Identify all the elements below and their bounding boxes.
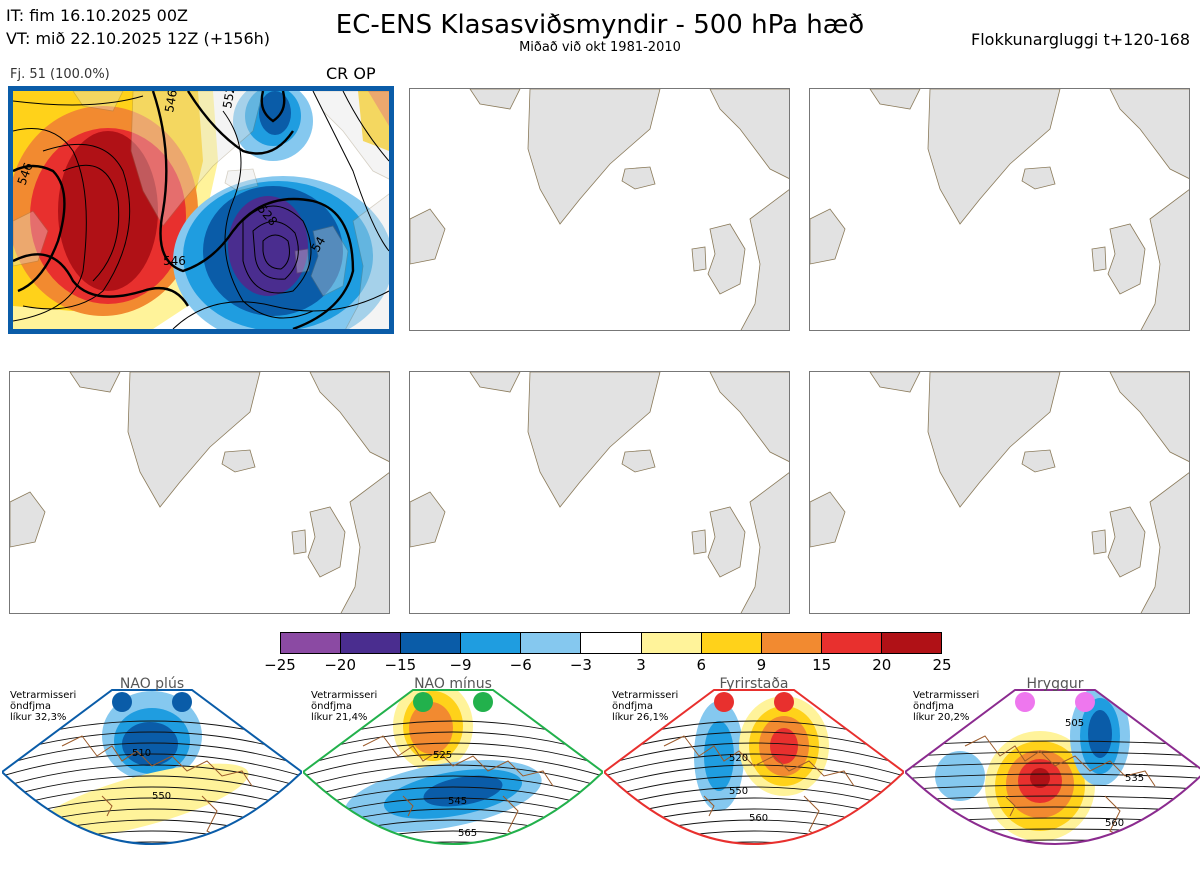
regime-note: Vetrarmisseri öndfjma líkur 26,1% xyxy=(612,690,678,723)
colorbar-segment xyxy=(821,633,882,653)
regime-dot xyxy=(172,692,192,712)
colorbar-tick-label: −9 xyxy=(449,656,472,674)
regime-contour-label: 565 xyxy=(458,828,477,839)
colorbar-segment xyxy=(881,633,942,653)
colorbar-segment xyxy=(521,633,582,653)
classification-window: Flokkunargluggi t+120-168 xyxy=(971,30,1190,49)
regime-note-line: líkur 20,2% xyxy=(913,712,970,723)
colorbar-tick-label: 9 xyxy=(756,656,767,674)
anomaly-map: 546 552 528 546 546 54 xyxy=(13,91,389,329)
regime-note-line: líkur 21,4% xyxy=(311,712,368,723)
map-outline xyxy=(410,372,789,613)
regime-dot xyxy=(473,692,493,712)
regime-note-line: Vetrarmisseri xyxy=(913,690,980,701)
regime-name: NAO mínus xyxy=(414,676,492,692)
colorbar-segment xyxy=(401,633,462,653)
colorbar-tick-label: −20 xyxy=(324,656,356,674)
regime-map: 510 550 xyxy=(0,689,304,845)
scenario-panel-5[interactable] xyxy=(409,371,790,614)
map-outline xyxy=(810,372,1189,613)
regime-border xyxy=(602,689,906,845)
colorbar-segment xyxy=(281,633,342,653)
scenario-panel-4[interactable] xyxy=(9,371,390,614)
map-outline xyxy=(810,89,1189,330)
regime-contour-label: 505 xyxy=(1065,718,1084,729)
regime-3[interactable]: 520 550 560 Fyrirstaða Vetrarmisseri öndfjma l… xyxy=(602,676,906,871)
colorbar-tick-label: −25 xyxy=(264,656,296,674)
regime-note: Vetrarmisseri öndfjma líkur 21,4% xyxy=(311,690,377,723)
valid-time: VT: mið 22.10.2025 12Z (+156h) xyxy=(6,29,271,48)
regime-name: NAO plús xyxy=(119,676,185,692)
scenario-panel-1[interactable]: 546 552 528 546 546 54 xyxy=(8,86,394,334)
regime-4[interactable]: 505 535 560 Hryggur Vetrarmisseri öndfjma líku… xyxy=(903,676,1200,871)
regime-2[interactable]: 525 545 565 NAO mínus Vetrarmisseri öndfjma lí… xyxy=(301,676,605,871)
cr-op-label: CR OP xyxy=(326,64,376,83)
regime-contour-label: 560 xyxy=(1105,818,1124,829)
regime-dot xyxy=(774,692,794,712)
regime-border xyxy=(0,689,304,845)
colorbar-tick-label: 6 xyxy=(696,656,707,674)
regime-note-line: Vetrarmisseri xyxy=(311,690,378,701)
regime-note-line: líkur 32,3% xyxy=(10,712,67,723)
colorbar-tick-label: −15 xyxy=(384,656,417,674)
regime-note-line: öndfjma xyxy=(311,701,352,712)
regime-note-line: Vetrarmisseri xyxy=(612,690,679,701)
regime-dot xyxy=(1015,692,1035,712)
regime-name: Fyrirstaða xyxy=(719,676,789,692)
regime-note: Vetrarmisseri öndfjma líkur 20,2% xyxy=(913,690,979,723)
page-title: EC-ENS Klasasviðsmyndir - 500 hPa hæð xyxy=(335,10,865,40)
scenario-panel-3[interactable] xyxy=(809,88,1190,331)
colorbar-tick-label: −6 xyxy=(509,656,532,674)
regime-map: 520 550 560 xyxy=(602,689,906,845)
contour-label: 546 xyxy=(163,254,186,268)
regime-contour-label: 550 xyxy=(729,786,748,797)
regime-contour-label: 520 xyxy=(729,753,748,764)
colorbar-tick-label: −3 xyxy=(569,656,592,674)
colorbar-ticks: −25 −20 −15 −9 −6 −3 3 6 9 15 20 25 xyxy=(260,656,962,676)
regime-dot xyxy=(112,692,132,712)
regime-contour-label: 525 xyxy=(433,750,452,761)
regime-dot xyxy=(714,692,734,712)
regime-map: 505 535 560 xyxy=(903,689,1200,845)
regime-note-line: öndfjma xyxy=(10,701,51,712)
colorbar-segment xyxy=(461,633,522,653)
regime-note-line: öndfjma xyxy=(612,701,653,712)
regime-contour-label: 560 xyxy=(749,813,768,824)
page-subtitle: Miðað við okt 1981-2010 xyxy=(519,40,681,55)
colorbar-segment xyxy=(701,633,762,653)
regime-dot xyxy=(413,692,433,712)
colorbar-segment xyxy=(581,633,642,653)
regime-note-line: öndfjma xyxy=(913,701,954,712)
colorbar-tick-label: 15 xyxy=(812,656,832,674)
regime-contour-label: 550 xyxy=(152,791,171,802)
scenario-panel-2[interactable] xyxy=(409,88,790,331)
regime-border xyxy=(903,689,1200,845)
regime-contour-label: 545 xyxy=(448,796,467,807)
issue-time: IT: fim 16.10.2025 00Z xyxy=(6,6,188,25)
regime-note: Vetrarmisseri öndfjma líkur 32,3% xyxy=(10,690,76,723)
regime-contour-label: 535 xyxy=(1125,773,1144,784)
regime-dot xyxy=(1075,692,1095,712)
regime-map: 525 545 565 xyxy=(301,689,605,845)
contour-label: 552 xyxy=(220,91,238,110)
regime-border xyxy=(301,689,605,845)
colorbar-segment xyxy=(641,633,702,653)
contour-label: 546 xyxy=(162,91,180,114)
colorbar-segment xyxy=(341,633,402,653)
colorbar xyxy=(280,632,942,654)
regime-name: Hryggur xyxy=(1026,676,1084,692)
map-outline xyxy=(10,372,389,613)
member-count: Fj. 51 (100.0%) xyxy=(10,67,110,82)
regime-contour-label: 510 xyxy=(132,748,151,759)
contour-label: 54 xyxy=(308,234,328,254)
regime-1[interactable]: 510 550 NAO plús Vetrarmisseri öndfjma líkur … xyxy=(0,676,304,871)
scenario-panel-6[interactable] xyxy=(809,371,1190,614)
regime-note-line: Vetrarmisseri xyxy=(10,690,77,701)
colorbar-tick-label: 25 xyxy=(932,656,952,674)
colorbar-tick-label: 20 xyxy=(872,656,892,674)
regime-note-line: líkur 26,1% xyxy=(612,712,669,723)
map-outline xyxy=(410,89,789,330)
colorbar-tick-label: 3 xyxy=(636,656,646,674)
colorbar-segment xyxy=(761,633,822,653)
